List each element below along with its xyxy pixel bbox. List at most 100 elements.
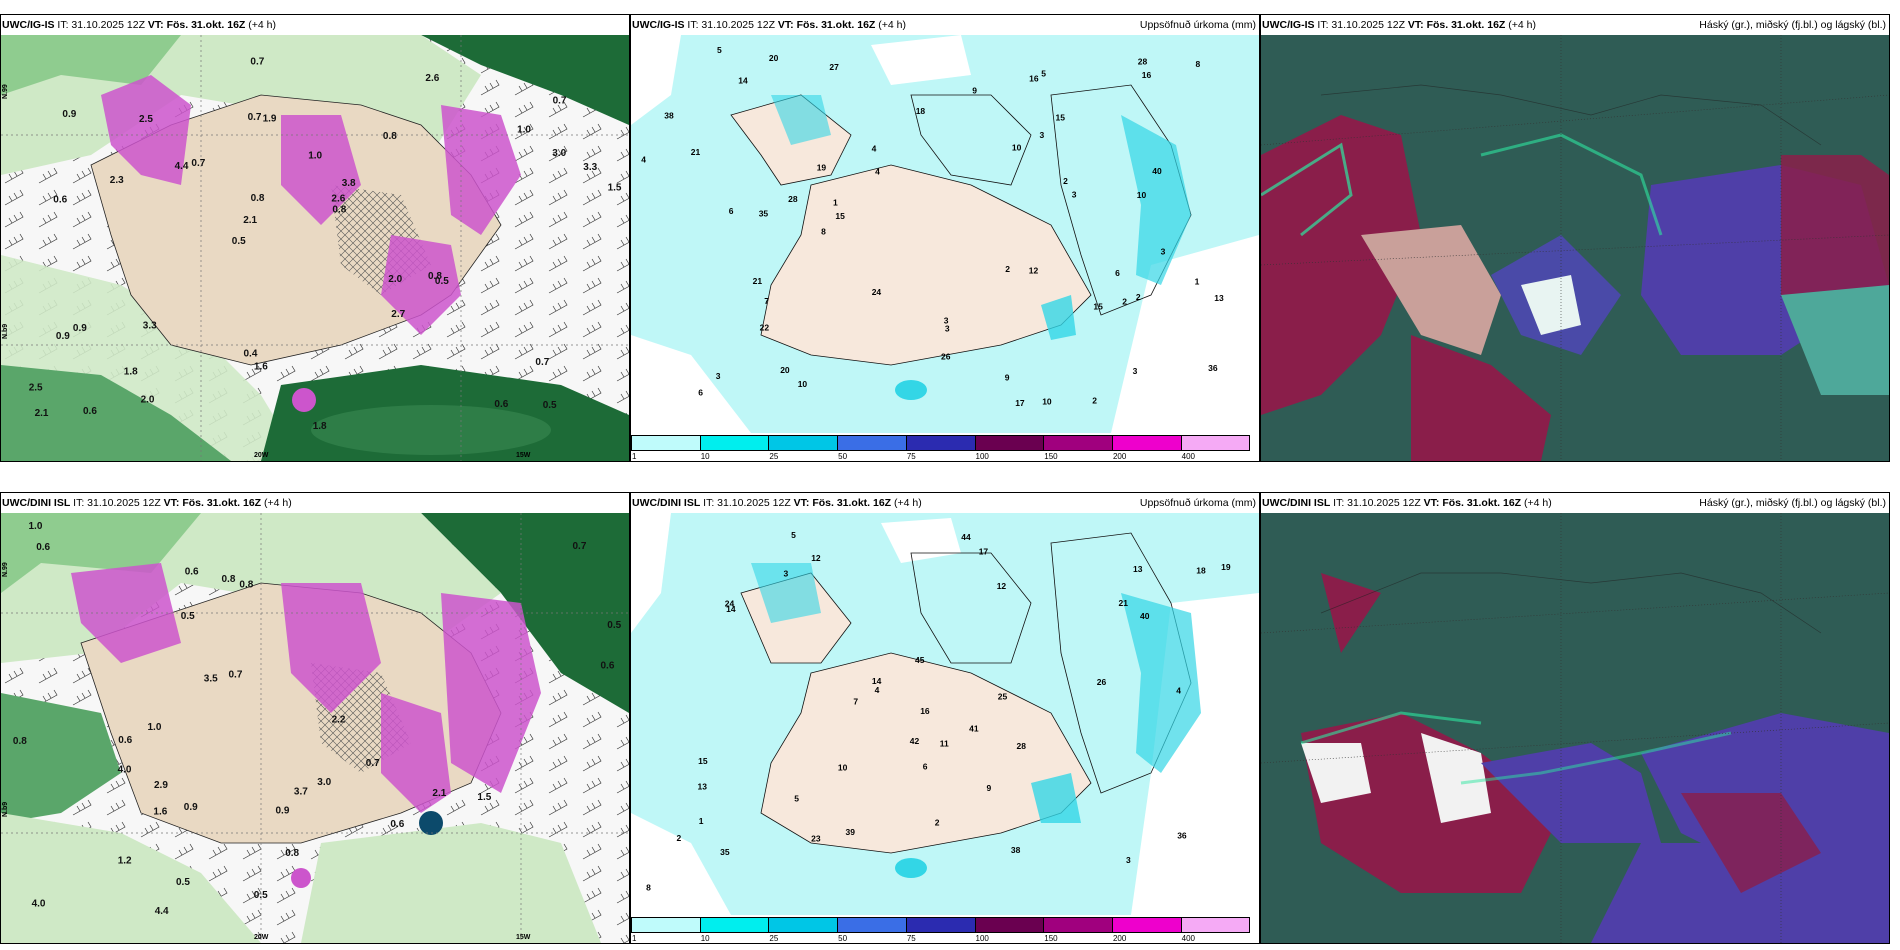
map-value-label: 0.4 bbox=[244, 349, 258, 360]
cloud-map bbox=[1261, 35, 1889, 461]
panel-header: UWC/DINI ISL IT: 31.10.2025 12Z VT: Fös.… bbox=[631, 493, 1259, 513]
vt-label: VT: bbox=[147, 19, 164, 31]
map-value-label: 0.9 bbox=[276, 806, 290, 817]
map-value-label: 25 bbox=[998, 692, 1008, 702]
map-value-label: 5 bbox=[794, 794, 799, 804]
map-value-label: 0.8 bbox=[251, 193, 265, 204]
init-time: IT: 31.10.2025 12Z bbox=[700, 497, 794, 509]
map-value-label: 15 bbox=[698, 756, 708, 766]
map-value-label: 0.5 bbox=[176, 877, 190, 888]
map-value-label: 4 bbox=[875, 167, 880, 177]
map-value-label: 0.7 bbox=[250, 57, 264, 68]
lead-time: (+4 h) bbox=[1505, 19, 1536, 31]
map-value-label: 41 bbox=[969, 724, 979, 734]
colorbar-tick: 10 bbox=[700, 934, 710, 943]
map-value-label: 10 bbox=[798, 379, 808, 389]
precip-colorbar: 1 10 25 50 75 100 150 200 400 bbox=[631, 433, 1259, 461]
map-value-label: 45 bbox=[915, 655, 925, 665]
model-name: UWC/DINI ISL bbox=[2, 497, 71, 509]
map-value-label: 40 bbox=[1140, 611, 1150, 621]
map-value-label: 17 bbox=[1015, 398, 1025, 408]
map-value-label: 19 bbox=[817, 162, 827, 172]
cloud-map bbox=[1261, 513, 1889, 943]
panel-header: UWC/IG-IS IT: 31.10.2025 12Z VT: Fös. 31… bbox=[1, 15, 629, 35]
panel-header: UWC/DINI ISL IT: 31.10.2025 12Z VT: Fös.… bbox=[1, 493, 629, 513]
map-value-label: 1.6 bbox=[153, 807, 167, 818]
map-value-label: 3.3 bbox=[143, 321, 157, 332]
map-value-label: 2.7 bbox=[391, 309, 405, 320]
colorbar-swatch bbox=[974, 435, 1045, 451]
colorbar-tick: 200 bbox=[1112, 452, 1127, 461]
map-value-label: 4 bbox=[1176, 686, 1181, 696]
map-value-label: 14 bbox=[726, 604, 736, 614]
map-value-label: 2.5 bbox=[139, 114, 153, 125]
map-value-label: 3 bbox=[1126, 855, 1131, 865]
lat-label: N.b9 bbox=[2, 802, 9, 817]
map-value-label: 2.1 bbox=[432, 788, 446, 799]
valid-time: Fös. 31.okt. 16Z bbox=[809, 497, 892, 509]
map-value-label: 7 bbox=[764, 296, 769, 306]
model-name: UWC/IG-IS bbox=[632, 19, 685, 31]
panel-3: UWC/IG-IS IT: 31.10.2025 12Z VT: Fös. 31… bbox=[1260, 14, 1890, 462]
map-value-label: 8 bbox=[646, 882, 651, 892]
colorbar-swatch bbox=[837, 917, 907, 933]
map-value-label: 9 bbox=[972, 85, 977, 95]
map-value-label: 12 bbox=[811, 553, 821, 563]
map-value-label: 2 bbox=[1122, 296, 1127, 306]
map-value-label: 11 bbox=[940, 739, 949, 749]
map-value-label: 2 bbox=[935, 817, 940, 827]
lead-time: (+4 h) bbox=[245, 19, 276, 31]
map-value-label: 20 bbox=[769, 53, 779, 63]
map-value-label: 0.9 bbox=[62, 109, 76, 120]
map-value-label: 5 bbox=[717, 45, 722, 55]
map-value-label: 12 bbox=[1029, 266, 1039, 276]
map-value-label: 36 bbox=[1208, 363, 1218, 373]
colorbar-tick: 200 bbox=[1112, 934, 1127, 943]
map-value-label: 0.8 bbox=[332, 204, 346, 215]
map-value-label: 0.8 bbox=[239, 580, 253, 591]
field-title: Háský (gr.), miðský (fj.bl.) og lágský (… bbox=[1699, 19, 1886, 31]
map-value-label: 42 bbox=[910, 736, 920, 746]
model-name: UWC/IG-IS bbox=[2, 19, 55, 31]
colorbar-tick: 75 bbox=[906, 452, 916, 461]
map-value-label: 2 bbox=[1092, 396, 1097, 406]
map-value-label: 40 bbox=[1152, 166, 1162, 176]
map-value-label: 1 bbox=[1195, 276, 1200, 286]
map-value-label: 3.5 bbox=[204, 674, 218, 685]
map-value-label: 3 bbox=[945, 323, 950, 333]
map-value-label: 3.0 bbox=[552, 148, 566, 159]
valid-time: Fös. 31.okt. 16Z bbox=[1439, 497, 1522, 509]
map-value-label: 1 bbox=[833, 198, 838, 208]
lon-label: 15W bbox=[516, 452, 531, 459]
panel-header: UWC/IG-IS IT: 31.10.2025 12Z VT: Fös. 31… bbox=[631, 15, 1259, 35]
map-value-label: 0.5 bbox=[254, 890, 268, 901]
valid-time: Fös. 31.okt. 16Z bbox=[163, 19, 246, 31]
map-value-label: 1.0 bbox=[517, 125, 531, 136]
map-value-label: 1.8 bbox=[124, 366, 138, 377]
map-value-label: 19 bbox=[1221, 562, 1231, 572]
colorbar-tick: 50 bbox=[838, 452, 848, 461]
map-value-label: 1.8 bbox=[313, 421, 327, 432]
map-value-label: 1.0 bbox=[148, 722, 162, 733]
map-value-label: 28 bbox=[1138, 56, 1148, 66]
map-value-label: 4.0 bbox=[32, 899, 46, 910]
map-value-label: 17 bbox=[979, 547, 989, 557]
map-value-label: 14 bbox=[872, 676, 882, 686]
lead-time: (+4 h) bbox=[891, 497, 922, 509]
map-value-label: 24 bbox=[872, 287, 882, 297]
map-value-label: 2.6 bbox=[331, 194, 345, 205]
colorbar-swatch bbox=[905, 435, 976, 451]
map-value-label: 21 bbox=[1119, 598, 1129, 608]
lead-time: (+4 h) bbox=[875, 19, 906, 31]
map-value-label: 2.1 bbox=[243, 215, 257, 226]
colorbar-swatch bbox=[905, 917, 976, 933]
map-value-label: 0.9 bbox=[56, 331, 70, 342]
map-value-label: 3.0 bbox=[317, 777, 331, 788]
lead-time: (+4 h) bbox=[261, 497, 292, 509]
map-value-label: 35 bbox=[759, 209, 769, 219]
map-value-label: 0.7 bbox=[535, 357, 549, 368]
valid-time: Fös. 31.okt. 16Z bbox=[179, 497, 262, 509]
map-value-label: 16 bbox=[920, 706, 930, 716]
colorbar-tick: 25 bbox=[769, 934, 779, 943]
map-value-label: 4.4 bbox=[155, 906, 169, 917]
